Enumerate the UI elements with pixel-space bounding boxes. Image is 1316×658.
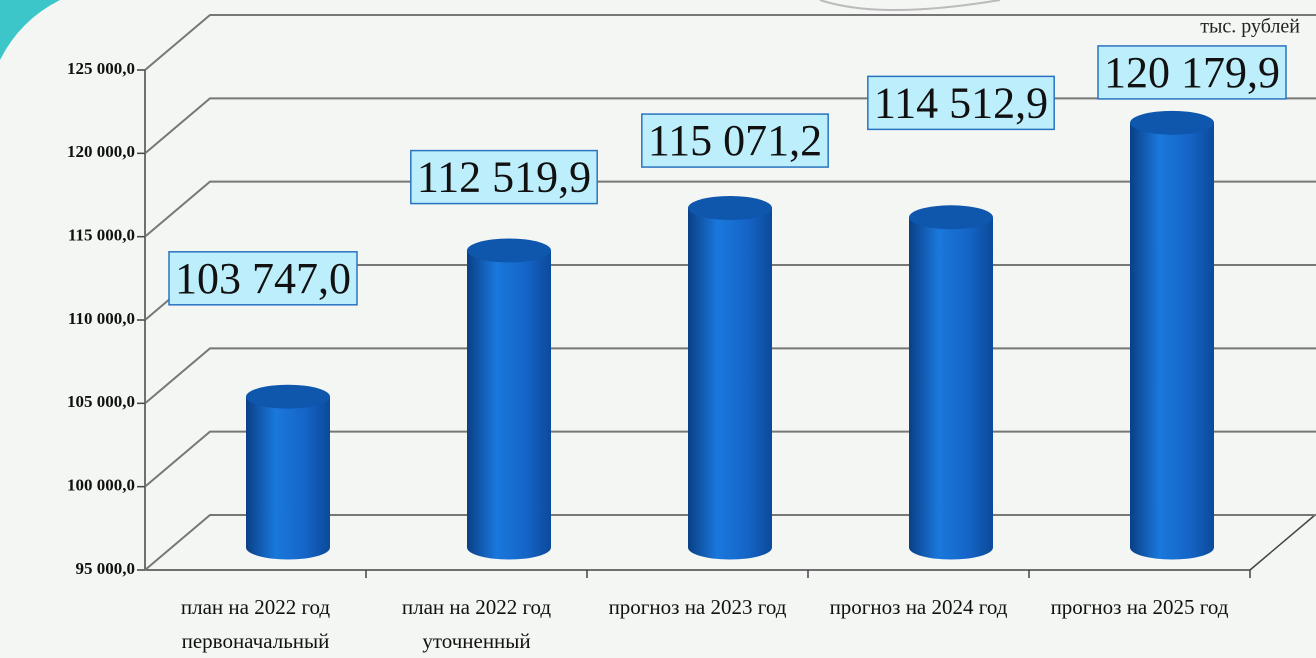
x-tick-label: прогноз на 2024 год [812,590,1026,624]
y-tick-label: 100 000,0 [67,476,135,495]
value-label-text: 112 519,9 [417,153,591,202]
value-label: 112 519,9 [411,151,597,204]
decoration-arc [820,0,1000,10]
floor-edge [1250,515,1315,570]
y-tick-label: 105 000,0 [67,392,135,411]
unit-label: тыс. рублей [1200,16,1300,38]
page: тыс. рублей 95 000,0 100 000,0 105 000,0 11… [0,0,1316,650]
chart: тыс. рублей 95 000,0 100 000,0 105 000,0 11… [0,0,1316,650]
bar [467,251,551,560]
bar-top [467,239,551,263]
y-tick-label: 110 000,0 [68,309,135,328]
value-label-text: 115 071,2 [648,116,822,165]
value-label: 103 747,0 [169,252,357,305]
value-label: 115 071,2 [642,114,828,167]
corner-decoration [0,0,60,60]
x-tick-label: план на 2022 год уточненный [370,590,584,658]
bar-top [909,205,993,229]
x-tick-label: прогноз на 2025 год [1033,590,1247,624]
bar [688,208,772,560]
bar-top [1130,111,1214,135]
y-tick-label: 95 000,0 [76,559,136,578]
value-label-text: 103 747,0 [175,254,351,303]
bar [909,217,993,559]
x-tick-label: план на 2022 год первоначальный [149,590,363,658]
bar [246,397,330,560]
value-label-text: 120 179,9 [1104,48,1280,97]
bar [1130,123,1214,560]
value-label: 114 512,9 [868,76,1054,129]
y-tick-label: 120 000,0 [67,142,135,161]
bar-top [688,196,772,220]
value-label-text: 114 512,9 [874,78,1048,127]
x-tick-label: прогноз на 2023 год [591,590,805,624]
y-tick-label: 115 000,0 [68,226,135,245]
value-label: 120 179,9 [1098,46,1286,99]
bar-top [246,385,330,409]
y-tick-label: 125 000,0 [67,59,135,78]
